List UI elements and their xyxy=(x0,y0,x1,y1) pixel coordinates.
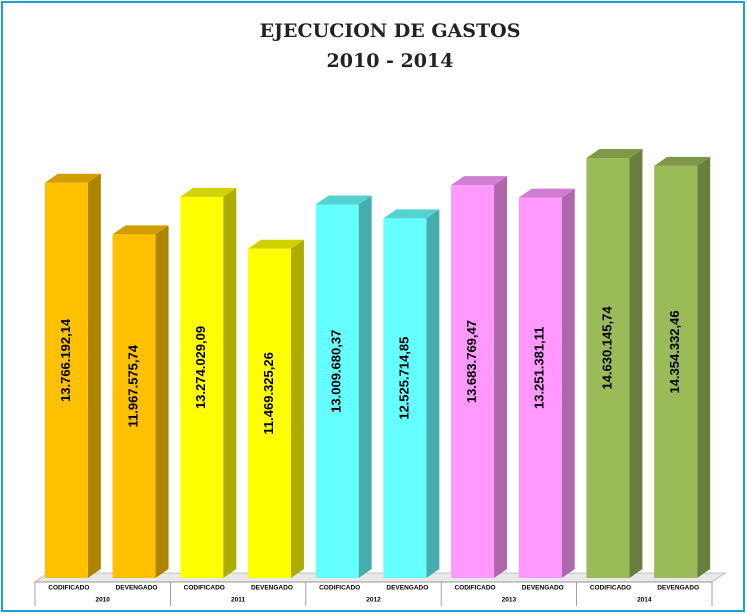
bar xyxy=(654,165,698,578)
bar-top xyxy=(451,176,508,186)
bar xyxy=(586,158,630,578)
bar-side xyxy=(494,176,508,578)
bar xyxy=(383,218,427,578)
x-tick-label: DEVENGADO xyxy=(386,585,428,592)
bar-side xyxy=(87,173,101,578)
group-label: 2012 xyxy=(366,597,381,604)
value-label: 13.274.029,09 xyxy=(193,326,208,409)
bar-top xyxy=(654,156,711,166)
bar-side xyxy=(697,156,711,578)
bar xyxy=(112,234,156,579)
value-label: 13.683.769,47 xyxy=(464,320,479,403)
bar-side xyxy=(426,209,440,578)
bar xyxy=(518,197,562,578)
x-tick-label: CODIFICADO xyxy=(48,585,89,592)
bar xyxy=(44,182,88,578)
value-label: 12.525.714,85 xyxy=(396,337,411,420)
x-tick-label: CODIFICADO xyxy=(319,585,360,592)
bar xyxy=(247,248,291,578)
bar-top xyxy=(383,209,440,219)
value-label: 11.469.325,26 xyxy=(261,352,276,434)
x-tick-label: CODIFICADO xyxy=(184,585,225,592)
bar-top xyxy=(247,239,304,249)
bar-top xyxy=(180,187,237,197)
bar xyxy=(180,196,224,578)
value-label: 14.630.145,74 xyxy=(599,306,614,390)
bar-side xyxy=(155,225,169,579)
x-tick-label: DEVENGADO xyxy=(251,585,293,592)
group-label: 2011 xyxy=(231,597,245,604)
bar xyxy=(315,204,359,578)
bar-side xyxy=(223,187,237,578)
bar-top xyxy=(586,149,643,158)
group-label: 2013 xyxy=(502,597,517,604)
value-label: 11.967.575,74 xyxy=(125,344,140,427)
bar-top xyxy=(44,173,101,183)
value-label: 14.354.332,46 xyxy=(667,310,682,393)
x-tick-label: CODIFICADO xyxy=(590,585,631,592)
x-tick-label: CODIFICADO xyxy=(454,585,495,592)
x-tick-label: DEVENGADO xyxy=(657,585,699,592)
bar-side xyxy=(629,149,643,578)
x-tick-label: DEVENGADO xyxy=(522,585,564,592)
chart-title: EJECUCION DE GASTOS xyxy=(260,20,521,42)
bar-side xyxy=(358,195,372,578)
group-label: 2010 xyxy=(95,597,110,604)
bar-top xyxy=(315,195,372,205)
value-label: 13.009.680,37 xyxy=(329,330,344,413)
value-label: 13.766.192,14 xyxy=(58,318,73,402)
bar xyxy=(451,185,495,578)
value-label: 13.251.381,11 xyxy=(532,327,547,409)
bar-side xyxy=(561,188,575,578)
x-tick-label: DEVENGADO xyxy=(116,585,158,592)
bar-side xyxy=(290,239,304,578)
bar-top xyxy=(518,188,575,198)
bar-top xyxy=(112,225,169,235)
chart-subtitle: 2010 - 2014 xyxy=(327,50,454,72)
group-label: 2014 xyxy=(637,597,652,604)
